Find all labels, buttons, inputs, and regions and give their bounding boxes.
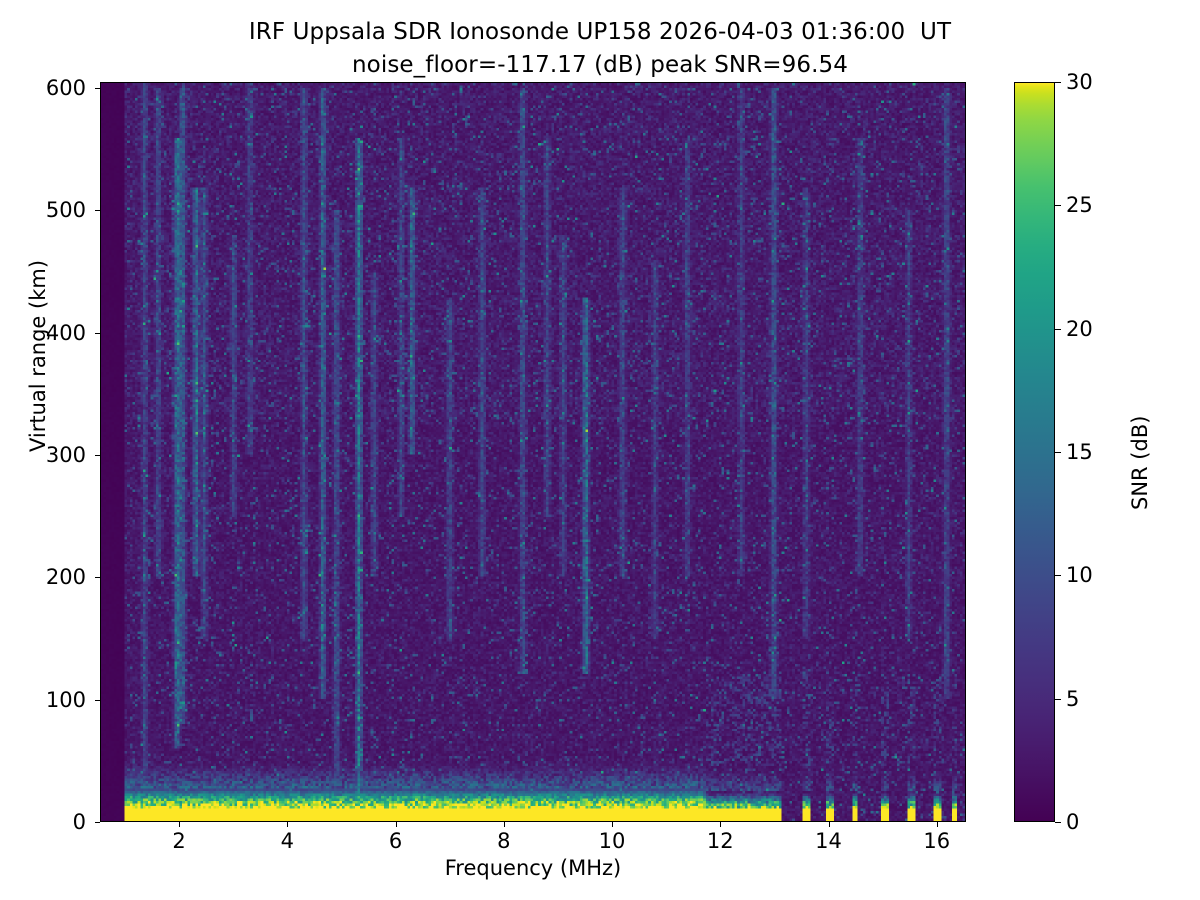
y-tick-label: 300 [45, 443, 86, 468]
x-tick-mark [503, 822, 505, 827]
x-tick-label: 8 [497, 829, 511, 853]
y-tick-mark [95, 577, 100, 579]
y-tick-label: 400 [45, 320, 86, 345]
colorbar-tick-label: 5 [1066, 686, 1080, 711]
y-tick-mark [95, 332, 100, 334]
figure-title-line-1: IRF Uppsala SDR Ionosonde UP158 2026-04-… [248, 19, 952, 45]
y-tick-label: 0 [72, 810, 86, 834]
colorbar-tick-label: 30 [1066, 70, 1093, 94]
y-tick-mark [95, 699, 100, 701]
colorbar[interactable] [1014, 82, 1055, 822]
colorbar-title: SNR (dB) [1128, 415, 1152, 510]
x-axis-title: Frequency (MHz) [444, 856, 622, 880]
colorbar-tick-mark [1055, 698, 1061, 700]
x-tick-mark [612, 822, 614, 827]
colorbar-tick-label: 0 [1066, 810, 1080, 834]
heatmap-canvas [101, 83, 965, 821]
ionogram-plot-area[interactable] [100, 82, 966, 822]
x-tick-mark [179, 822, 181, 827]
y-tick-label: 200 [45, 565, 86, 590]
figure-title-line-2: noise_floor=-117.17 (dB) peak SNR=96.54 [351, 52, 849, 78]
colorbar-tick-mark [1055, 205, 1061, 207]
x-tick-label: 16 [923, 829, 951, 853]
colorbar-tick-mark [1055, 82, 1061, 83]
y-tick-mark [95, 88, 100, 90]
x-tick-label: 12 [706, 829, 734, 853]
y-tick-mark [95, 455, 100, 457]
snr-heatmap [101, 83, 965, 821]
x-tick-label: 14 [815, 829, 842, 853]
x-tick-label: 4 [280, 829, 294, 853]
colorbar-tick-label: 10 [1066, 563, 1093, 588]
y-tick-label: 100 [45, 687, 86, 712]
y-tick-mark [95, 822, 100, 823]
colorbar-tick-mark [1055, 575, 1061, 577]
x-tick-mark [936, 822, 938, 827]
y-axis-title: Virtual range (km) [26, 259, 50, 452]
y-tick-label: 600 [45, 76, 86, 101]
colorbar-tick-mark [1055, 452, 1061, 453]
x-tick-mark [395, 822, 397, 827]
x-tick-mark [720, 822, 722, 827]
colorbar-tick-label: 20 [1066, 316, 1093, 341]
x-tick-mark [828, 822, 830, 827]
x-tick-label: 10 [598, 829, 626, 853]
y-tick-mark [95, 210, 100, 212]
x-tick-label: 2 [172, 829, 186, 853]
colorbar-tick-label: 25 [1066, 193, 1093, 218]
y-tick-label: 500 [45, 198, 86, 223]
colorbar-tick-mark [1055, 328, 1061, 330]
colorbar-tick-label: 15 [1066, 440, 1093, 464]
colorbar-tick-mark [1055, 822, 1061, 823]
x-tick-mark [287, 822, 289, 827]
x-tick-label: 6 [388, 829, 403, 853]
